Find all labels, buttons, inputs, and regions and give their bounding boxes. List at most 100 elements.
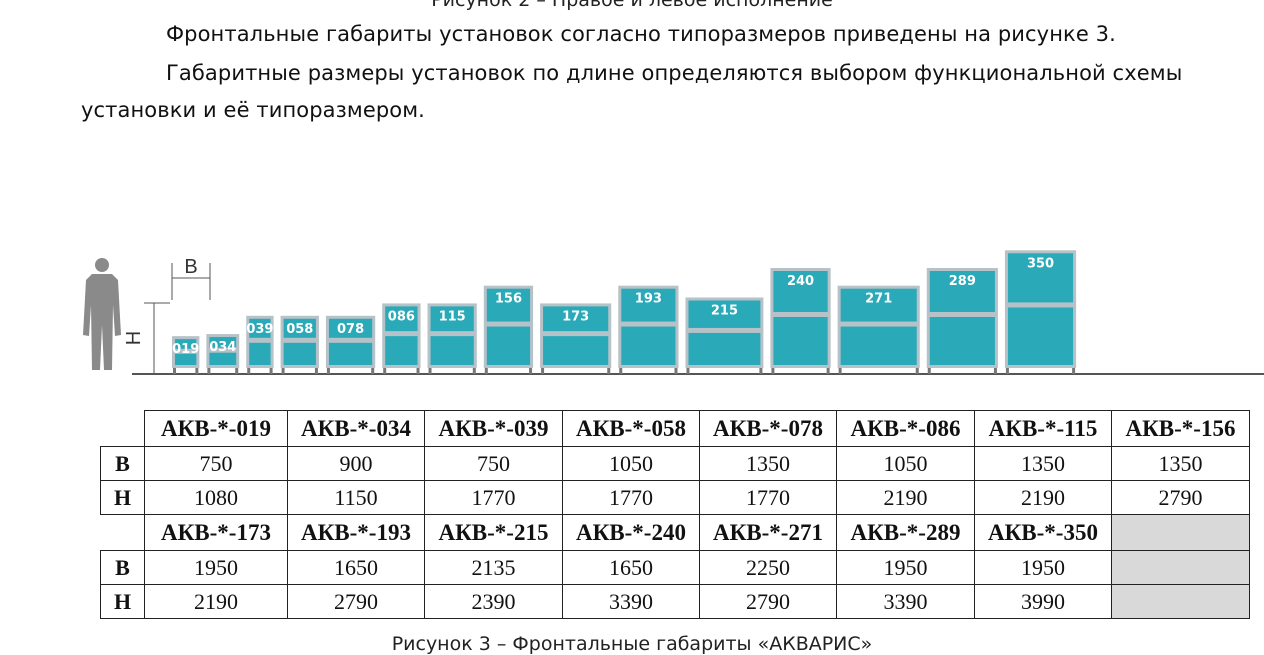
b-dimension-marker: B xyxy=(171,256,211,300)
table-header-row-1: АКВ-*-019 АКВ-*-034 АКВ-*-039 АКВ-*-058 АКВ-… xyxy=(100,410,1250,447)
model-header-cell: АКВ-*-240 xyxy=(562,514,700,551)
unit-foot xyxy=(383,368,387,374)
unit-115: 115 xyxy=(427,303,477,374)
unit-foot xyxy=(371,368,375,374)
unit-foot xyxy=(416,368,420,374)
unit-upper-panel xyxy=(543,306,609,332)
model-header-cell: АКВ-*-289 xyxy=(836,514,975,551)
empty-grey-cell xyxy=(1111,514,1250,551)
model-header-cell: АКВ-*-115 xyxy=(974,410,1112,447)
b-value-cell: 1950 xyxy=(974,550,1112,585)
unit-label: 058 xyxy=(286,322,313,337)
b-value-cell: 750 xyxy=(424,446,563,481)
h-value-cell: 1770 xyxy=(562,480,700,515)
unit-upper-panel xyxy=(249,318,271,338)
b-value-cell: 1950 xyxy=(144,550,288,585)
unit-foot xyxy=(235,368,239,374)
unit-sizes-figure: B H 019 034 039 058 078 086 115 156 173 193 215 240… xyxy=(0,130,1264,380)
unit-lower-panel xyxy=(688,332,761,365)
unit-lower-panel xyxy=(929,316,995,365)
unit-foot xyxy=(927,368,931,374)
table-row-h-1: H 1080 1150 1770 1770 1770 2190 2190 2790 xyxy=(100,480,1250,515)
figure-3-caption: Рисунок 3 – Фронтальные габариты «АКВАРИ… xyxy=(391,633,873,655)
model-header-cell: АКВ-*-086 xyxy=(836,410,975,447)
unit-label: 156 xyxy=(495,292,522,307)
model-header-cell: АКВ-*-058 xyxy=(562,410,700,447)
unit-foot xyxy=(281,368,285,374)
unit-lower-panel xyxy=(175,353,197,365)
unit-foot xyxy=(195,368,199,374)
h-value-cell: 2790 xyxy=(1111,480,1250,515)
unit-foot xyxy=(472,368,476,374)
paragraph-1: Фронтальные габариты установок согласно … xyxy=(166,22,1116,46)
unit-lower-panel xyxy=(249,342,271,365)
unit-foot xyxy=(993,368,997,374)
unit-086: 086 xyxy=(382,303,421,374)
h-value-cell: 1150 xyxy=(287,480,425,515)
h-value-cell: 3390 xyxy=(836,584,975,619)
unit-foot xyxy=(1072,368,1076,374)
unit-039: 039 xyxy=(246,315,274,374)
b-value-cell: 1950 xyxy=(836,550,975,585)
unit-lower-panel xyxy=(773,316,828,365)
unit-upper-panel xyxy=(175,339,197,349)
unit-upper-panel xyxy=(773,270,828,312)
b-value-cell: 750 xyxy=(144,446,288,481)
unit-foot xyxy=(1005,368,1009,374)
unit-upper-panel xyxy=(621,288,676,322)
unit-upper-panel xyxy=(688,300,761,328)
unit-193: 193 xyxy=(618,285,679,374)
unit-lower-panel xyxy=(486,326,531,365)
h-value-cell: 1770 xyxy=(699,480,837,515)
model-header-cell: АКВ-*-173 xyxy=(144,514,288,551)
unit-label: 215 xyxy=(711,303,738,318)
h-value-cell: 2790 xyxy=(287,584,425,619)
unit-upper-panel xyxy=(430,306,474,332)
unit-058: 058 xyxy=(280,315,319,374)
unit-foot xyxy=(314,368,318,374)
unit-lower-panel xyxy=(385,336,418,365)
unit-upper-panel xyxy=(486,288,531,322)
row-label-b: B xyxy=(100,550,145,585)
unit-foot xyxy=(915,368,919,374)
h-value-cell: 3990 xyxy=(974,584,1112,619)
table-row-h-2: H 2190 2790 2390 3390 2790 3390 3990 xyxy=(100,584,1250,619)
model-header-cell: АКВ-*-215 xyxy=(424,514,563,551)
b-value-cell: 1650 xyxy=(287,550,425,585)
unit-label: 086 xyxy=(388,309,415,324)
model-header-cell: АКВ-*-271 xyxy=(699,514,837,551)
unit-label: 173 xyxy=(562,309,589,324)
unit-label: 039 xyxy=(246,322,273,337)
unit-foot xyxy=(529,368,533,374)
model-header-cell: АКВ-*-078 xyxy=(699,410,837,447)
h-value-cell: 1080 xyxy=(144,480,288,515)
figure-2-caption: Рисунок 2 – Правое и левое исполнение xyxy=(431,0,833,11)
unit-lower-panel xyxy=(621,326,676,365)
unit-lower-panel xyxy=(840,326,917,365)
h-value-cell: 2190 xyxy=(144,584,288,619)
person-silhouette-icon xyxy=(83,258,121,370)
b-value-cell: 1350 xyxy=(699,446,837,481)
unit-lower-panel xyxy=(1007,307,1074,365)
paragraph-2: Габаритные размеры установок по длине оп… xyxy=(166,61,1183,85)
unit-lower-panel xyxy=(328,342,373,365)
unit-label: 034 xyxy=(209,340,236,355)
h-value-cell: 1770 xyxy=(424,480,563,515)
b-value-cell: 2250 xyxy=(699,550,837,585)
unit-foot xyxy=(771,368,775,374)
unit-foot xyxy=(674,368,678,374)
unit-156: 156 xyxy=(483,285,534,374)
table-corner-cell xyxy=(100,514,145,551)
unit-upper-panel xyxy=(209,337,237,348)
unit-label: 240 xyxy=(787,274,814,289)
table-header-row-2: АКВ-*-173 АКВ-*-193 АКВ-*-215 АКВ-*-240 АКВ-… xyxy=(100,514,1250,551)
unit-173: 173 xyxy=(540,303,612,374)
unit-foot xyxy=(247,368,251,374)
unit-label: 271 xyxy=(865,292,892,307)
unit-019: 019 xyxy=(172,336,200,374)
b-value-cell: 900 xyxy=(287,446,425,481)
unit-upper-panel xyxy=(840,288,917,322)
table-corner-cell xyxy=(100,410,145,447)
b-value-cell: 1050 xyxy=(836,446,975,481)
unit-upper-panel xyxy=(328,318,373,338)
